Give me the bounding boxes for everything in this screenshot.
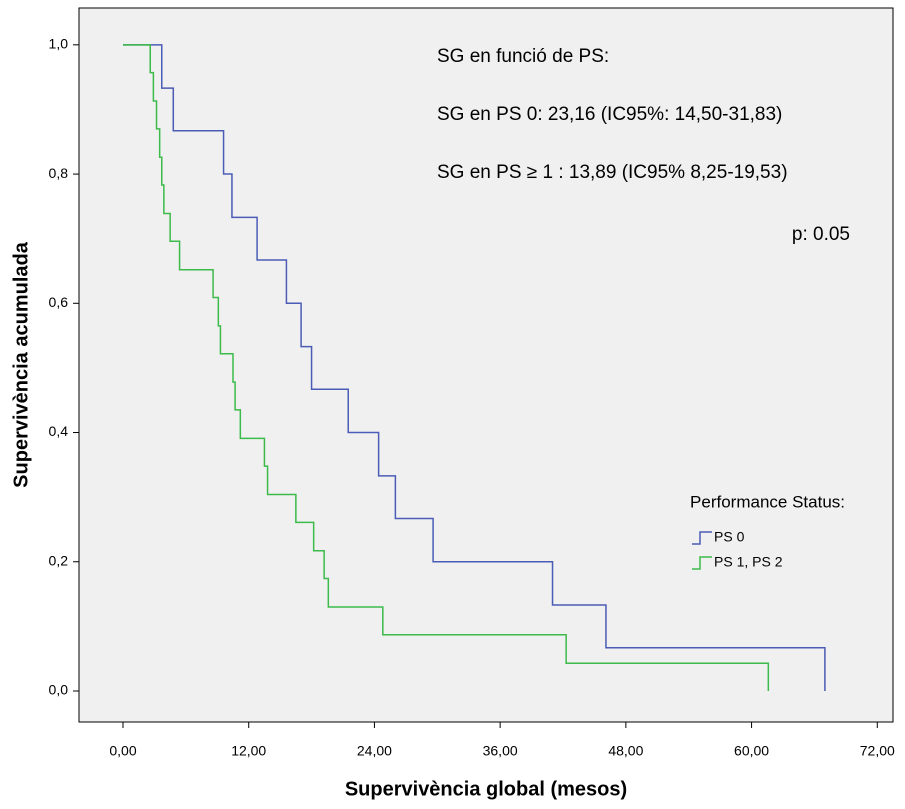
x-tick-label: 60,00 xyxy=(734,743,769,759)
x-axis-label: Supervivència global (mesos) xyxy=(345,778,627,800)
x-tick-label: 72,00 xyxy=(860,743,895,759)
annotation: SG en PS 0: 23,16 (IC95%: 14,50-31,83) xyxy=(437,104,782,125)
y-tick-label: 0,2 xyxy=(49,552,69,568)
legend-label: PS 1, PS 2 xyxy=(714,554,783,570)
legend-title: Performance Status: xyxy=(690,492,845,511)
survival-curve xyxy=(123,44,770,691)
y-tick-label: 0,0 xyxy=(49,682,69,698)
y-tick-label: 0,4 xyxy=(49,423,69,439)
y-tick-label: 1,0 xyxy=(49,36,69,52)
x-tick-label: 12,00 xyxy=(231,743,266,759)
x-tick-label: 0,00 xyxy=(109,743,136,759)
y-tick-label: 0,8 xyxy=(49,165,69,181)
x-tick-label: 36,00 xyxy=(483,743,518,759)
y-axis-label: Supervivència acumulada xyxy=(10,241,32,488)
legend-label: PS 0 xyxy=(714,529,745,545)
x-tick-label: 48,00 xyxy=(608,743,643,759)
y-tick-label: 0,6 xyxy=(49,294,69,310)
annotation: SG en funció de PS: xyxy=(437,46,609,67)
plot-area xyxy=(78,7,894,723)
annotation: SG en PS ≥ 1 : 13,89 (IC95% 8,25-19,53) xyxy=(437,162,788,183)
annotation: p: 0.05 xyxy=(792,224,850,245)
legend-swatch xyxy=(692,556,712,570)
legend-swatch xyxy=(692,531,712,545)
x-tick-label: 24,00 xyxy=(357,743,392,759)
survival-curve xyxy=(123,44,826,691)
